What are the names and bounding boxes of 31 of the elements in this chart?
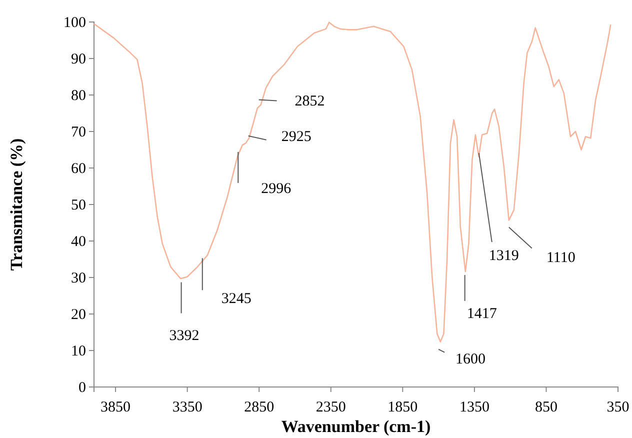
x-tick-label: 1350 xyxy=(459,400,490,416)
x-axis-title: Wavenumber (cm-1) xyxy=(281,417,431,436)
x-tick-label: 2850 xyxy=(244,400,274,416)
y-tick-label: 10 xyxy=(71,343,86,360)
y-tick-label: 30 xyxy=(71,270,86,286)
y-tick-label: 60 xyxy=(71,160,86,177)
y-tick-label: 40 xyxy=(71,234,86,250)
y-tick-label: 50 xyxy=(71,197,86,214)
line-series xyxy=(93,22,612,342)
y-axis-title: Transmitance (%) xyxy=(7,138,26,271)
x-tick-label: 350 xyxy=(606,400,630,416)
x-tick-label: 3350 xyxy=(172,400,202,416)
y-tick-label: 0 xyxy=(78,380,86,396)
annotation: 1600 xyxy=(456,351,486,368)
annotation: 2925 xyxy=(281,128,312,145)
y-tick-label: 100 xyxy=(64,14,86,31)
y-tick-label: 20 xyxy=(71,306,86,323)
y-tick-label: 90 xyxy=(71,51,86,68)
y-tick-label: 70 xyxy=(71,124,86,140)
x-tick-label: 850 xyxy=(534,400,558,416)
annotation: 1417 xyxy=(466,306,498,322)
x-tick-label: 3850 xyxy=(100,400,131,416)
annotation: 1110 xyxy=(546,250,576,266)
annotation: 1319 xyxy=(488,248,519,264)
annotation: 2852 xyxy=(294,94,325,110)
y-tick-label: 80 xyxy=(71,88,86,104)
x-tick-label: 2350 xyxy=(316,400,346,416)
annotation: 3392 xyxy=(169,328,200,344)
annotation: 3245 xyxy=(221,291,252,308)
x-tick-label: 1850 xyxy=(388,400,418,416)
annotation: 2996 xyxy=(261,180,292,197)
